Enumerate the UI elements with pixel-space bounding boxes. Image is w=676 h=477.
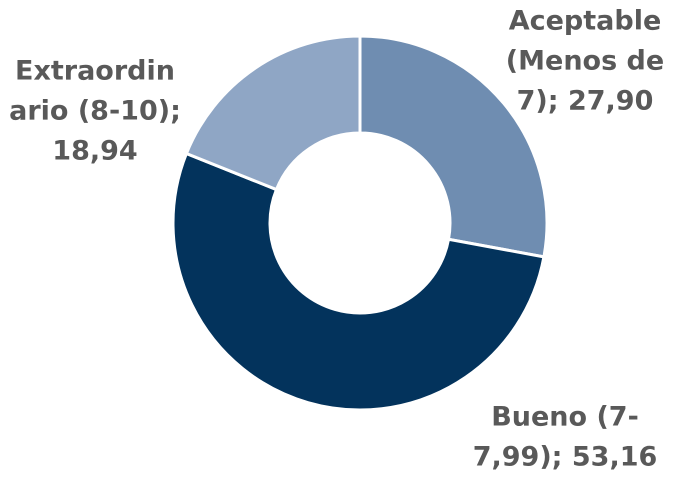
- data-label: Aceptable: [509, 6, 662, 37]
- data-label: ario (8-10);: [9, 96, 181, 127]
- data-label: Extraordin: [15, 56, 175, 87]
- donut-slice: [358, 34, 549, 259]
- data-label: 18,94: [52, 136, 137, 167]
- data-label: 7); 27,90: [517, 86, 654, 117]
- data-label: Bueno (7-: [491, 402, 639, 433]
- data-label: (Menos de: [506, 46, 664, 77]
- donut-slice: [184, 34, 362, 192]
- donut-slice: [171, 151, 546, 412]
- data-label: 7,99); 53,16: [473, 442, 658, 473]
